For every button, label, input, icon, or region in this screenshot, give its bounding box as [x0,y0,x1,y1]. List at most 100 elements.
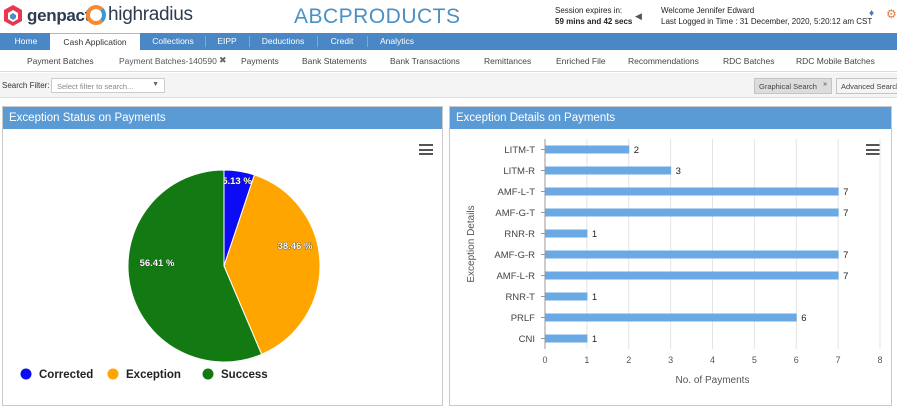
x-tick-label: 8 [877,355,882,365]
pie-slice-success[interactable] [127,169,263,363]
x-tick-label: 1 [584,355,589,365]
bar-amf-g-t[interactable] [545,208,839,217]
subtab-rdc-batches[interactable]: RDC Batches [723,56,775,66]
double-chevron-icon: » [823,81,827,88]
x-axis-title: No. of Payments [676,375,750,386]
y-tick-label: AMF-G-T [495,208,535,219]
y-tick-label: AMF-L-R [496,271,535,282]
bar-value-label: 1 [592,229,597,240]
subtab-payment-batches-140590[interactable]: Payment Batches-140590 [119,56,217,66]
bar-value-label: 2 [634,145,639,156]
menu-icon[interactable] [419,144,433,155]
legend-marker-exception [107,368,119,380]
highradius-logo-icon [86,5,106,25]
x-tick-label: 2 [626,355,631,365]
bar-value-label: 7 [843,250,848,261]
menu-icon[interactable] [866,144,880,155]
bell-icon[interactable]: ♦ [869,8,875,19]
highradius-brand: highradius [108,4,193,25]
last-logged-text: Last Logged in Time : 31 December, 2020,… [661,17,873,26]
subtab-remittances[interactable]: Remittances [484,56,532,66]
genpact-logo-icon [4,5,22,26]
bar-value-label: 7 [843,208,848,219]
y-tick-label: LITM-T [504,145,535,156]
tab-deductions[interactable]: Deductions [261,36,305,46]
x-tick-label: 6 [794,355,799,365]
session-info: Session expires in: 59 mins and 42 secs [555,5,632,27]
pie-slice-exception[interactable] [223,174,321,355]
legend-label-exception[interactable]: Exception [126,369,181,381]
speaker-icon[interactable]: ◀ [635,11,642,21]
bar-prlf[interactable] [545,313,797,322]
product-name: ABCPRODUCTS [294,5,461,28]
y-tick-label: AMF-G-R [494,250,535,261]
bar-rnr-r[interactable] [545,229,588,238]
subtab-recommendations[interactable]: Recommendations [628,56,699,66]
y-tick-label: CNI [519,334,535,345]
search-filter-select[interactable]: Select filter to search... ▼ [51,78,165,93]
x-tick-label: 5 [752,355,757,365]
user-info: Welcome Jennifer Edward Last Logged in T… [661,5,872,27]
bar-rnr-t[interactable] [545,292,588,301]
legend-label-corrected[interactable]: Corrected [39,369,93,381]
bar-litm-r[interactable] [545,166,672,175]
bar-value-label: 1 [592,334,597,345]
legend-marker-corrected [20,368,32,380]
pie-label-success: 56.41 % [140,258,175,269]
gear-icon[interactable]: ⚙ [886,7,897,21]
bar-value-label: 6 [801,313,806,324]
sub-nav: Payment Batches Payment Batches-140590 ✖… [0,50,897,72]
bar-value-label: 1 [592,292,597,303]
tab-cash-application[interactable]: Cash Application [50,33,140,50]
bar-chart: 0 1 2 3 4 5 6 7 8 LITM-T 2 LITM-R 3 AMF-L-T 7 AMF-G-T 7 R… [466,139,883,386]
tab-collections[interactable]: Collections [152,36,194,46]
bar-litm-t[interactable] [545,145,630,154]
subtab-payment-batches[interactable]: Payment Batches [27,56,94,66]
bar-amf-l-t[interactable] [545,187,839,196]
pie-label-exception: 38.46 % [278,241,313,252]
subtab-enriched-file[interactable]: Enriched File [556,56,606,66]
main-nav: Home Cash Application Collections EIPP D… [0,33,897,50]
bar-cni[interactable] [545,334,588,343]
close-icon[interactable]: ✖ [219,55,227,65]
panel-title: Exception Details on Payments [450,107,891,129]
genpact-brand: genpact [27,6,91,25]
tab-eipp[interactable]: EIPP [217,36,237,46]
advanced-search-label: Advanced Search [841,82,897,91]
x-tick-label: 7 [836,355,841,365]
session-label: Session expires in: [555,6,623,15]
exception-details-panel: Exception Details on Payments 0 1 2 3 4 5 6 7 8 L… [449,106,892,406]
search-filter-placeholder: Select filter to search... [57,82,134,91]
graphical-search-label: Graphical Search [759,82,817,91]
search-filter-label: Search Filter: [2,81,50,90]
bar-value-label: 3 [676,166,681,177]
subtab-payments[interactable]: Payments [241,56,279,66]
bar-value-label: 7 [843,271,848,282]
bar-amf-l-r[interactable] [545,271,839,280]
legend-marker-success [202,368,214,380]
advanced-search-button[interactable]: Advanced Search [836,78,897,94]
subtab-bank-transactions[interactable]: Bank Transactions [390,56,460,66]
chevron-down-icon: ▼ [152,81,159,88]
y-tick-label: LITM-R [503,166,535,177]
panel-title: Exception Status on Payments [3,107,442,129]
x-tick-label: 3 [668,355,673,365]
session-time: 59 mins and 42 secs [555,17,633,26]
subtab-bank-statements[interactable]: Bank Statements [302,56,367,66]
y-axis-title: Exception Details [466,205,477,282]
pie-label-corrected: 5.13 % [222,176,252,187]
graphical-search-button[interactable]: Graphical Search » [754,78,832,94]
bar-value-label: 7 [843,187,848,198]
y-tick-label: RNR-R [504,229,535,240]
welcome-text: Welcome Jennifer Edward [661,6,755,15]
tab-home[interactable]: Home [14,36,38,46]
tab-credit[interactable]: Credit [330,36,354,46]
legend-label-success[interactable]: Success [221,369,268,381]
bar-amf-g-r[interactable] [545,250,839,259]
tab-analytics[interactable]: Analytics [379,36,414,46]
subtab-rdc-mobile-batches[interactable]: RDC Mobile Batches [796,56,875,66]
exception-status-panel: Exception Status on Payments 5.13 % 38.46… [2,106,443,406]
x-tick-label: 4 [710,355,715,365]
x-tick-label: 0 [542,355,547,365]
y-tick-label: AMF-L-T [498,187,536,198]
